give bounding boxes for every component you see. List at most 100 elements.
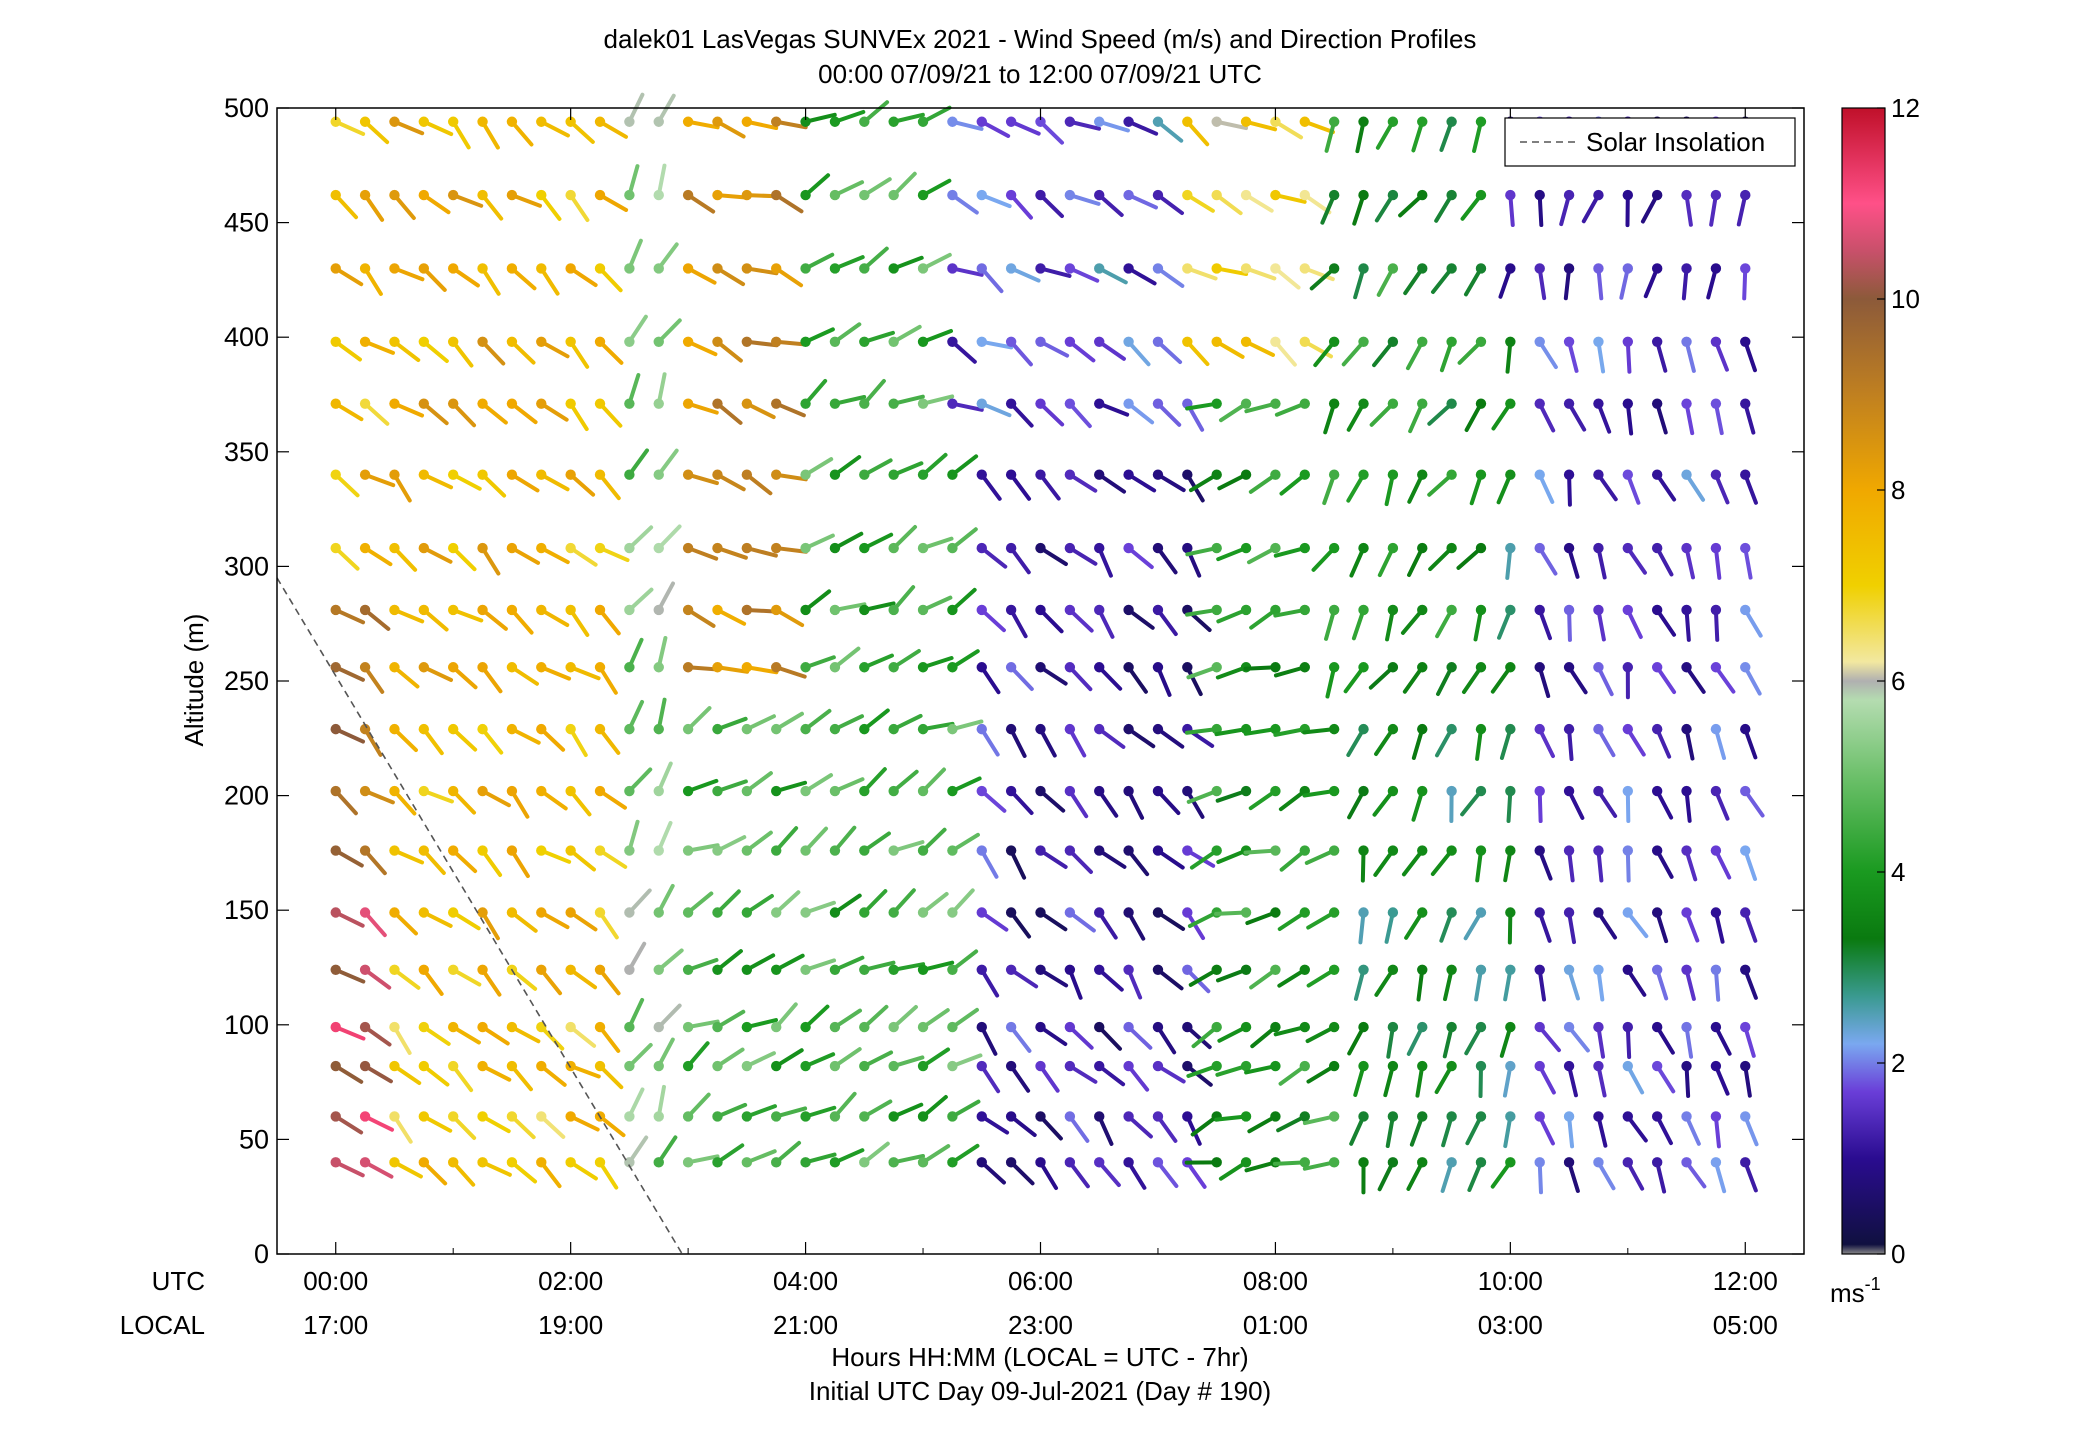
wind-barb-point [1652,724,1662,734]
wind-barb-point [1358,1061,1368,1071]
wind-barb-point [1182,117,1192,127]
wind-barb-point [1476,662,1486,672]
wind-barb-point [1006,907,1016,917]
wind-barb-point [536,845,546,855]
wind-barb-point [477,1061,487,1071]
wind-barb-point [1505,662,1515,672]
wind-barb-point [1681,1061,1691,1071]
wind-barb-point [1035,662,1045,672]
colorbar-tick-label: 4 [1891,857,1905,887]
wind-barb-point [1006,1022,1016,1032]
wind-barb-point [712,117,722,127]
wind-barb-point [977,965,987,975]
wind-barb-point [1388,1022,1398,1032]
wind-barb-point [1094,605,1104,615]
wind-barb-point [1476,845,1486,855]
wind-barbs [331,95,1763,1193]
wind-barb-point [800,1157,810,1167]
wind-barb-point [1094,907,1104,917]
wind-barb-point [1652,543,1662,553]
wind-barb-point [771,543,781,553]
wind-barb-point [654,117,664,127]
wind-barb-point [1593,1157,1603,1167]
wind-barb-point [1329,543,1339,553]
x-tick-label-local: 01:00 [1243,1310,1308,1340]
wind-barb-point [654,543,664,553]
wind-barb-point [1270,965,1280,975]
wind-barb-point [595,1022,605,1032]
wind-barb-point [918,1111,928,1121]
y-tick-label: 150 [224,895,269,925]
wind-barb-point [888,907,898,917]
wind-barb-point [977,1157,987,1167]
wind-barb-point [1123,337,1133,347]
wind-barb-point [1358,907,1368,917]
wind-barb-point [595,337,605,347]
wind-barb-point [1446,965,1456,975]
wind-barb-point [1623,605,1633,615]
wind-barb-point [1065,1111,1075,1121]
wind-barb-point [1358,724,1368,734]
wind-barb-point [1211,543,1221,553]
wind-barb-point [1241,543,1251,553]
wind-barb-point [419,786,429,796]
x-axis-label: Hours HH:MM (LOCAL = UTC - 7hr) [831,1342,1248,1372]
wind-barb-point [742,845,752,855]
wind-barb-point [536,605,546,615]
wind-barb-point [1476,724,1486,734]
wind-barb-point [419,1157,429,1167]
wind-barb-point [1564,263,1574,273]
wind-barb-point [360,605,370,615]
wind-barb-point [389,398,399,408]
wind-barb-point [1153,337,1163,347]
wind-barb-point [1182,263,1192,273]
wind-barb-point [1388,662,1398,672]
wind-barb-point [1153,1157,1163,1167]
wind-barb-point [419,543,429,553]
wind-barb-point [683,724,693,734]
wind-barb-point [419,263,429,273]
colorbar-tick-label: 10 [1891,284,1920,314]
wind-barb-point [1123,724,1133,734]
wind-barb-point [477,965,487,975]
wind-barb-point [859,1111,869,1121]
wind-barb-point [1623,398,1633,408]
wind-barb-point [1329,398,1339,408]
wind-barb-point [1446,1022,1456,1032]
wind-barb-point [419,117,429,127]
wind-barb-point [1182,1022,1192,1032]
wind-barb-point [1241,1157,1251,1167]
wind-barb-point [1535,337,1545,347]
wind-barb-point [1623,190,1633,200]
wind-barb-point [1652,398,1662,408]
wind-barb-point [947,263,957,273]
wind-barb-point [947,845,957,855]
wind-barb-point [888,543,898,553]
wind-barb-point [1446,845,1456,855]
wind-barb-point [419,470,429,480]
y-tick-label: 100 [224,1010,269,1040]
wind-barb-point [507,190,517,200]
wind-barb-point [1300,1111,1310,1121]
wind-barb-point [565,398,575,408]
wind-barb-point [477,845,487,855]
wind-barb-point [947,1061,957,1071]
wind-barb-point [536,786,546,796]
wind-barb-point [448,662,458,672]
wind-barb-point [1329,1157,1339,1167]
wind-barb-point [771,190,781,200]
wind-barb-point [1182,907,1192,917]
wind-barb-point [1740,398,1750,408]
wind-barb-point [1711,543,1721,553]
wind-barb-point [947,470,957,480]
wind-barb-point [1300,263,1310,273]
wind-barb-point [771,965,781,975]
wind-barb-point [1535,662,1545,672]
wind-barb-point [1035,263,1045,273]
wind-barb-point [1623,470,1633,480]
wind-barb-point [1535,1157,1545,1167]
wind-barb-point [1094,965,1104,975]
wind-barb-point [1681,907,1691,917]
wind-barb-point [712,543,722,553]
wind-barb-point [331,1022,341,1032]
